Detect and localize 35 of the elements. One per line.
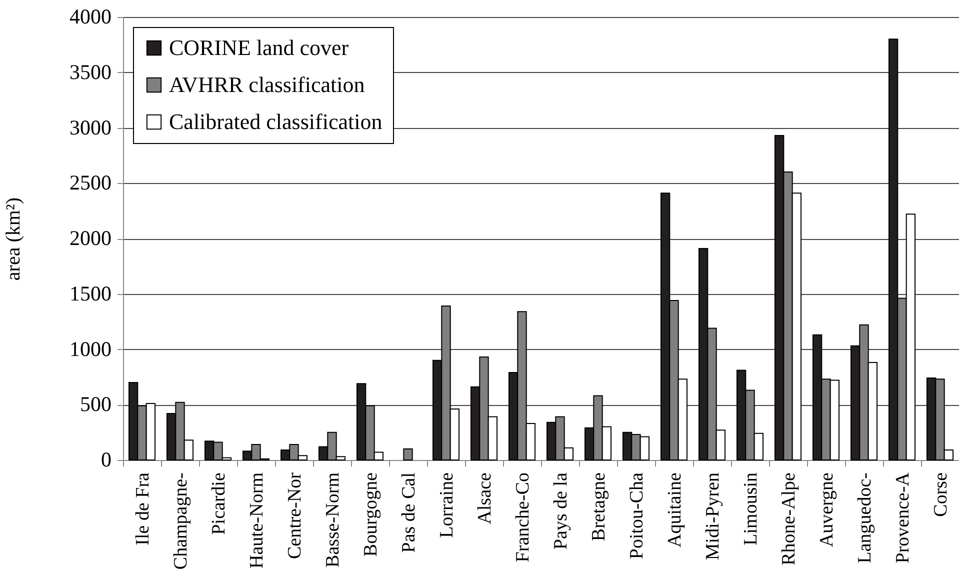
x-tick-label: Bourgogne: [360, 472, 382, 557]
x-tick-label: Franche-Co: [512, 472, 534, 562]
x-tick-label: Basse-Norm: [322, 472, 344, 568]
x-tick-label: Haute-Norm: [246, 472, 268, 569]
y-tick-label: 1500: [70, 281, 112, 306]
x-tick-label: Ile de Fra: [132, 472, 154, 546]
y-tick-label: 2000: [70, 226, 112, 250]
x-tick-label: Bretagne: [588, 472, 610, 542]
x-tick-label: Lorraine: [436, 472, 458, 538]
y-tick-label: 3500: [70, 60, 112, 84]
y-tick-label: 1000: [70, 336, 112, 361]
y-tick-label: 4000: [70, 4, 112, 28]
x-tick-label: Corse: [930, 472, 952, 517]
x-tick-label: Pas de Cal: [398, 472, 420, 553]
x-tick-label: Limousin: [740, 472, 762, 546]
x-tick-label: Auvergne: [816, 472, 838, 548]
y-tick-label: 500: [80, 392, 112, 416]
x-tick-label: Midi-Pyren: [702, 472, 724, 560]
x-tick-label: Aquitaine: [664, 472, 686, 548]
x-tick-label: Provence-A: [892, 472, 914, 564]
x-tick-label: Centre-Nor: [284, 472, 306, 560]
x-tick-label: Poitou-Cha: [626, 472, 648, 560]
y-tick-label: 2500: [70, 170, 112, 195]
y-axis-title: area (km²): [2, 197, 24, 281]
y-tick-label: 0: [101, 448, 112, 472]
legend-label: Calibrated classification: [169, 109, 382, 134]
legend-label: CORINE land cover: [169, 35, 350, 60]
legend-label: AVHRR classification: [169, 72, 365, 97]
x-tick-label: Rhone-Alpe: [778, 472, 800, 566]
x-tick-label: Champagne-: [170, 472, 192, 570]
x-tick-label: Languedoc-: [854, 472, 876, 564]
x-tick-label: Alsace: [474, 472, 496, 524]
x-tick-label: Picardie: [208, 472, 230, 535]
y-tick-label: 3000: [70, 115, 112, 140]
x-tick-label: Pays de la: [550, 472, 572, 550]
